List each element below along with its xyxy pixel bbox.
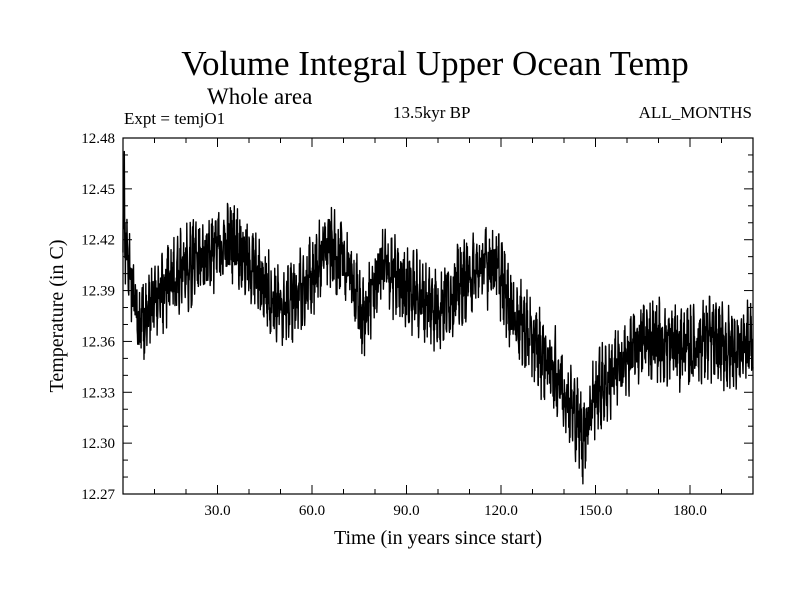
x-tick-label: 120.0	[484, 503, 518, 519]
period-label: 13.5kyr BP	[393, 103, 471, 122]
y-tick-label: 12.39	[81, 284, 115, 300]
chart-subtitle: Whole area	[207, 84, 313, 109]
y-tick-label: 12.42	[81, 233, 115, 249]
y-tick-label: 12.48	[81, 131, 115, 147]
x-tick-label: 90.0	[393, 503, 419, 519]
series-line	[122, 150, 754, 485]
y-axis-title: Temperature (in C)	[46, 240, 68, 393]
y-tick-label: 12.36	[81, 334, 115, 350]
y-tick-label: 12.45	[81, 182, 115, 198]
y-tick-label: 12.27	[81, 487, 115, 503]
x-axis-title: Time (in years since start)	[334, 527, 542, 549]
y-tick-label: 12.33	[81, 385, 115, 401]
experiment-label: Expt = temjO1	[124, 109, 226, 128]
chart-title: Volume Integral Upper Ocean Temp	[181, 44, 689, 83]
x-tick-label: 180.0	[673, 503, 707, 519]
x-tick-label: 30.0	[204, 503, 230, 519]
y-tick-label: 12.30	[81, 436, 115, 452]
x-tick-label: 150.0	[579, 503, 613, 519]
x-tick-label: 60.0	[299, 503, 325, 519]
plot-area	[122, 150, 754, 485]
months-label: ALL_MONTHS	[638, 103, 752, 122]
axes: 12.27 12.30 12.33 12.36 12.39 12.42 12.45 12.48…	[81, 131, 754, 519]
